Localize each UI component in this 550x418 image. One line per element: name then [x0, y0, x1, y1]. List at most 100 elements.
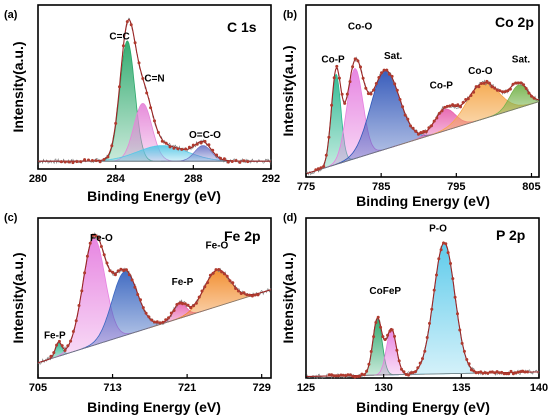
panel-1-data-point — [453, 104, 457, 108]
panel-1-data-point — [445, 104, 449, 108]
panel-1-data-point — [390, 74, 394, 78]
panel-0-data-point — [137, 61, 141, 65]
panel-1-data-point — [377, 76, 381, 79]
panel-0-data-point — [102, 158, 106, 161]
panel-d-p2p: (d) P 2p Intensity(a.u.) Binding Energy … — [280, 212, 548, 415]
panel-0-data-point — [172, 146, 176, 150]
panel-1-data-point — [335, 64, 339, 68]
panel-3-data-point — [518, 370, 522, 374]
panel-3-data-point — [411, 371, 415, 374]
panel-1-data-point — [490, 85, 494, 89]
panel-b-co2p: (b) Co 2p Intensity(a.u.) Binding Energy… — [280, 4, 541, 209]
panel-3-data-point — [362, 373, 366, 377]
panel-0-data-point — [141, 77, 145, 80]
panel-1-data-point — [474, 85, 478, 89]
panel-0-data-point — [156, 131, 160, 134]
panel-2-data-point — [208, 273, 212, 277]
panel-c-fe2p: (c) Fe 2p Intensity(a.u.) Binding Energy… — [4, 212, 272, 415]
panel-2-data-point — [130, 278, 134, 282]
panel-b-x-axis-label: Binding Energy (eV) — [356, 193, 490, 209]
panel-1-data-point — [487, 81, 491, 85]
panel-3-data-point — [507, 372, 511, 376]
panel-3-data-point — [339, 373, 343, 377]
panel-2-data-point — [239, 292, 243, 295]
panel-3-data-point — [423, 349, 427, 353]
panel-2-data-point — [133, 285, 137, 289]
panel-3-data-point — [379, 325, 383, 329]
panel-2-label-fe-o-4: Fe-O — [206, 240, 229, 251]
panel-a-c1s: (a) C 1s Intensity(a.u.) Binding Energy … — [4, 4, 280, 204]
panel-c-frame — [37, 217, 272, 379]
panel-0-data-point — [129, 23, 133, 27]
panel-2-data-point — [228, 279, 232, 283]
panel-1-data-point — [464, 98, 468, 101]
panel-2-data-point — [155, 320, 159, 324]
panel-1-data-point — [374, 82, 378, 85]
panel-1-data-point — [411, 126, 415, 130]
panel-1-data-point — [332, 76, 336, 80]
panel-2-data-point — [192, 304, 196, 308]
panel-2-data-point — [214, 268, 218, 272]
panel-2-data-point — [194, 301, 198, 305]
panel-3-data-point — [460, 341, 464, 345]
panel-2-data-point — [71, 330, 75, 333]
panel-3-data-point — [369, 350, 373, 353]
panel-2-data-point — [77, 304, 81, 307]
panel-0-data-point — [180, 147, 184, 151]
panel-3-data-point — [481, 371, 485, 375]
panel-0-peak-2 — [38, 145, 271, 162]
panel-2-data-point — [147, 315, 151, 319]
panel-c-y-axis-label: Intensity(a.u.) — [10, 252, 26, 343]
panel-3-data-point — [521, 369, 525, 373]
panel-2-x-tick-label: 721 — [178, 382, 196, 394]
panel-3-data-point — [330, 373, 334, 377]
panel-1-data-point — [430, 124, 433, 128]
panel-1-data-point — [419, 131, 423, 134]
panel-3-data-point — [416, 366, 420, 370]
panel-0-x-tick-label: 284 — [106, 173, 125, 185]
panel-0-data-point — [71, 161, 75, 165]
panel-1-data-point — [343, 101, 347, 105]
panel-1-data-point — [427, 126, 431, 130]
panel-3-data-point — [360, 372, 364, 376]
panel-3-data-point — [449, 262, 452, 265]
panel-0-label-c-c-0: C=C — [109, 31, 129, 42]
panel-1-data-point — [532, 96, 536, 100]
panel-2-data-point — [111, 270, 115, 274]
panel-3-data-point — [400, 367, 403, 371]
panel-1-data-point — [506, 89, 510, 93]
panel-3-data-point — [428, 321, 431, 325]
panel-d-y-axis-label: Intensity(a.u.) — [280, 252, 296, 343]
panel-2-data-point — [245, 293, 249, 297]
panel-2-data-point — [231, 281, 235, 285]
panel-1-data-point — [372, 88, 376, 92]
panel-2-background-line — [37, 289, 272, 364]
panel-3-data-point — [509, 369, 513, 373]
panel-1-data-point — [503, 90, 507, 94]
panel-3-label-cofep: CoFeP — [369, 286, 401, 297]
panel-2-data-point — [253, 293, 257, 297]
panel-2-data-point — [250, 294, 254, 298]
panel-1-label-co-o-1: Co-O — [348, 22, 373, 33]
panel-1-data-point — [440, 109, 444, 113]
panel-3-data-point — [495, 370, 499, 374]
panel-b-title: Co 2p — [495, 14, 534, 30]
panel-3-data-point — [446, 251, 450, 255]
panel-3-data-point — [383, 338, 387, 341]
panel-0-data-point — [125, 20, 129, 24]
panel-1-data-point — [322, 164, 326, 168]
panel-2-label-fe-p-3: Fe-P — [172, 277, 194, 288]
panel-3-data-point — [504, 372, 508, 376]
panel-3-data-point — [348, 373, 352, 377]
panel-2-data-point — [167, 316, 170, 320]
panel-3-data-point — [395, 348, 399, 352]
panel-0-data-point — [203, 139, 207, 143]
panel-2-data-point — [60, 344, 64, 348]
panel-2-data-point — [49, 354, 53, 358]
panel-0-data-point — [67, 160, 71, 164]
panel-3-data-point — [341, 373, 345, 377]
panel-0-label-o-c-o-3: O=C-O — [189, 130, 221, 141]
panel-0-data-point — [94, 159, 98, 163]
panel-3-data-point — [355, 375, 359, 378]
panel-3-data-point — [393, 334, 396, 338]
